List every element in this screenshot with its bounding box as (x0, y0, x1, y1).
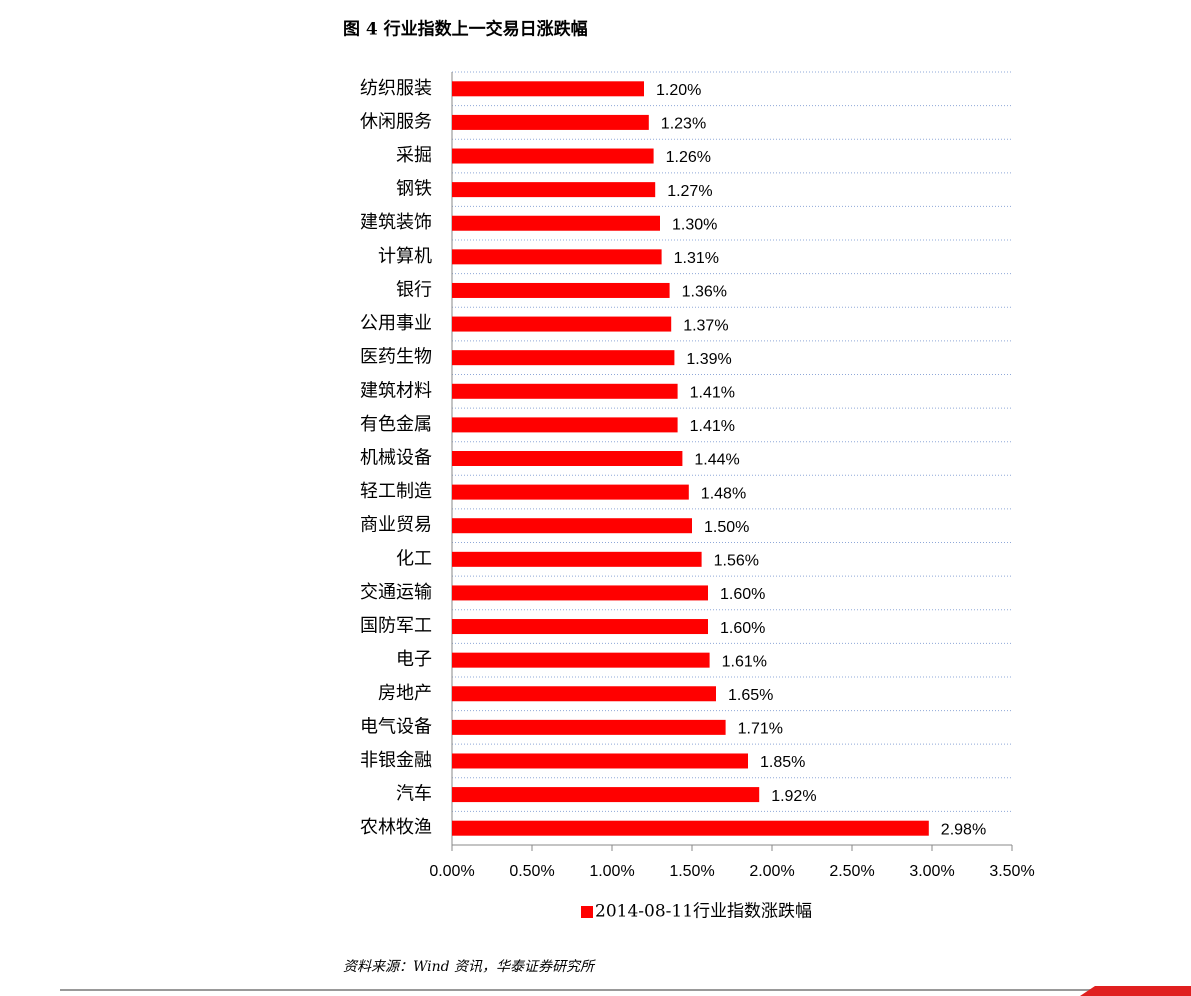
x-tick-label: 1.50% (669, 863, 714, 880)
value-label: 1.41% (690, 385, 735, 402)
x-tick-label: 0.50% (509, 863, 554, 880)
chart-title: 图 4 行业指数上一交易日涨跌幅 (343, 19, 588, 40)
legend-label: 2014-08-11行业指数涨跌幅 (595, 902, 812, 922)
y-tick-label: 采掘 (396, 145, 432, 166)
bar (452, 417, 678, 433)
x-tick-label: 2.50% (829, 863, 874, 880)
y-tick-label: 钢铁 (396, 179, 432, 200)
y-tick-label: 房地产 (378, 683, 432, 704)
bar (452, 619, 708, 635)
value-label: 1.36% (682, 284, 727, 301)
value-label: 1.20% (656, 82, 701, 99)
bar (452, 350, 675, 366)
value-label: 1.92% (771, 788, 816, 805)
value-label: 1.37% (683, 317, 728, 334)
bar (452, 249, 662, 265)
y-tick-label: 计算机 (378, 246, 432, 267)
value-label: 1.39% (686, 351, 731, 368)
y-tick-label: 银行 (396, 279, 432, 300)
y-tick-label: 汽车 (396, 784, 432, 805)
y-tick-label: 建筑材料 (360, 380, 432, 401)
value-label: 1.44% (694, 452, 739, 469)
value-label: 1.56% (714, 553, 759, 570)
value-label: 2.98% (941, 821, 986, 838)
y-tick-label: 纺织服装 (360, 78, 432, 99)
y-tick-label: 商业贸易 (360, 515, 432, 536)
bar (452, 316, 672, 332)
y-tick-label: 休闲服务 (360, 111, 432, 132)
bar (452, 81, 644, 97)
y-tick-label: 国防军工 (360, 616, 432, 637)
value-label: 1.85% (760, 754, 805, 771)
bar (452, 787, 760, 803)
y-tick-label: 电气设备 (360, 716, 432, 737)
bar (452, 215, 660, 231)
x-tick-label: 3.50% (989, 863, 1034, 880)
bar (452, 182, 656, 198)
y-tick-label: 交通运输 (360, 582, 432, 603)
bar (452, 820, 929, 836)
bar (452, 518, 692, 534)
x-tick-label: 1.00% (589, 863, 634, 880)
y-tick-label: 公用事业 (360, 313, 432, 334)
bar (452, 148, 654, 164)
value-label: 1.65% (728, 687, 773, 704)
value-label: 1.31% (674, 250, 719, 267)
bar (452, 686, 716, 702)
value-label: 1.26% (666, 149, 711, 166)
bar (452, 719, 726, 735)
bar (452, 451, 683, 466)
bar (452, 484, 689, 500)
value-label: 1.23% (661, 116, 706, 133)
y-tick-label: 非银金融 (360, 750, 432, 771)
bar (452, 114, 649, 130)
value-label: 1.61% (722, 653, 767, 670)
value-label: 1.27% (667, 183, 712, 200)
bar (452, 383, 678, 399)
value-label: 1.60% (720, 586, 765, 603)
value-label: 1.41% (690, 418, 735, 435)
bar (452, 652, 710, 668)
x-tick-label: 2.00% (749, 863, 794, 880)
y-tick-label: 农林牧渔 (360, 817, 432, 838)
value-label: 1.60% (720, 620, 765, 637)
y-tick-label: 建筑装饰 (360, 212, 432, 233)
x-tick-label: 0.00% (429, 863, 474, 880)
value-label: 1.48% (701, 485, 746, 502)
bar (452, 551, 702, 567)
value-label: 1.30% (672, 216, 717, 233)
x-tick-label: 3.00% (909, 863, 954, 880)
value-label: 1.50% (704, 519, 749, 536)
y-tick-label: 医药生物 (360, 347, 432, 368)
bar (452, 753, 748, 769)
y-tick-label: 电子 (396, 649, 432, 670)
footer-accent (1080, 986, 1191, 996)
y-tick-label: 轻工制造 (360, 481, 432, 502)
y-tick-label: 化工 (396, 548, 432, 569)
source-note: 资料来源：Wind 资讯，华泰证券研究所 (343, 959, 596, 975)
legend-swatch (581, 906, 593, 918)
y-tick-label: 机械设备 (360, 448, 432, 469)
value-label: 1.71% (738, 721, 783, 738)
bar (452, 282, 670, 298)
y-tick-label: 有色金属 (360, 414, 432, 435)
bar (452, 585, 708, 601)
